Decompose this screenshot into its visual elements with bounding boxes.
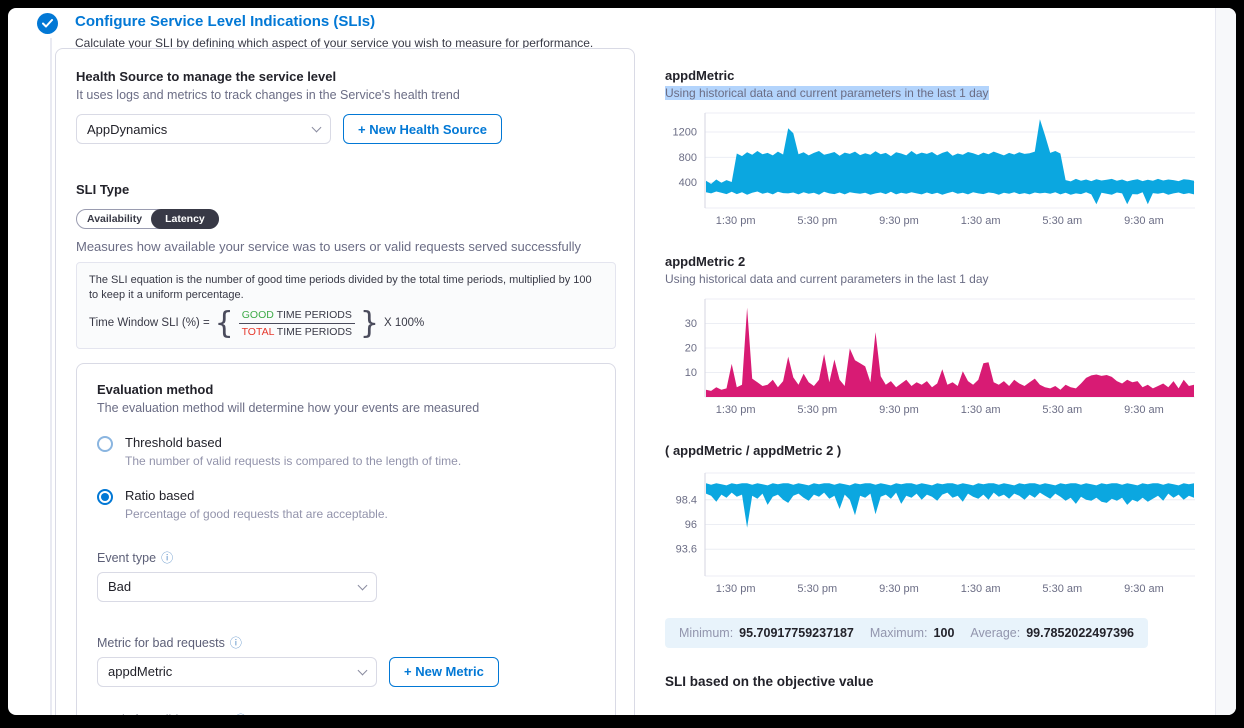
svg-text:5:30 pm: 5:30 pm: [797, 215, 837, 227]
slo-config-page: Configure Service Level Indications (SLI…: [8, 8, 1236, 715]
svg-text:93.6: 93.6: [676, 544, 697, 556]
chevron-down-icon: [357, 580, 368, 591]
health-source-description: It uses logs and metrics to track change…: [76, 88, 460, 102]
evaluation-method-card: Evaluation method The evaluation method …: [76, 362, 616, 715]
svg-text:9:30 am: 9:30 am: [1124, 404, 1164, 416]
svg-text:1:30 pm: 1:30 pm: [716, 215, 756, 227]
sli-equation-text: The SLI equation is the number of good t…: [89, 274, 592, 301]
sli-stats-bar: Minimum: 95.70917759237187 Maximum: 100 …: [665, 618, 1148, 648]
stat-minimum: Minimum: 95.70917759237187: [679, 626, 854, 640]
chevron-down-icon: [311, 122, 322, 133]
metric-bad-label: Metric for bad requests: [97, 635, 225, 650]
sli-type-label: SLI Type: [76, 182, 130, 197]
chart-title-appdmetric: appdMetric: [665, 68, 735, 83]
stat-maximum: Maximum: 100: [869, 626, 955, 640]
chevron-down-icon: [357, 665, 368, 676]
svg-text:9:30 pm: 9:30 pm: [879, 404, 919, 416]
sli-type-latency-tab[interactable]: Latency: [151, 209, 219, 229]
bad-metric-value: appdMetric: [108, 664, 173, 680]
svg-text:1:30 am: 1:30 am: [961, 215, 1001, 227]
left-brace: {: [214, 305, 234, 341]
event-type-value: Bad: [108, 579, 132, 595]
svg-text:1:30 pm: 1:30 pm: [716, 583, 756, 595]
chart-preview-panel: appdMetric Using historical data and cur…: [665, 68, 1200, 689]
radio-unselected-icon[interactable]: [97, 435, 113, 452]
svg-text:1200: 1200: [673, 127, 697, 139]
svg-text:800: 800: [679, 152, 697, 164]
stepper-line: [50, 38, 52, 715]
svg-text:9:30 pm: 9:30 pm: [879, 583, 919, 595]
metric-valid-label: Metric for valid requests: [97, 713, 230, 715]
appdmetric-chart: 400 800 1200 1:30 pm 5:30 pm 9:30 pm 1:30 am 5:…: [673, 112, 1195, 227]
evaluation-method-description: The evaluation method will determine how…: [97, 400, 480, 415]
svg-text:5:30 am: 5:30 am: [1042, 583, 1082, 595]
sli-config-card: Health Source to manage the service leve…: [55, 48, 635, 715]
chart-title-ratio: ( appdMetric / appdMetric 2 ): [665, 443, 842, 458]
info-icon[interactable]: ⓘ: [161, 550, 174, 565]
appdmetric2-chart: 10 20 30 1:30 pm 5:30 pm 9:30 pm 1:30 am 5:30 a…: [685, 298, 1195, 416]
sli-equation-formula: Time Window SLI (%) = { GOOD TIME PERIOD…: [89, 305, 603, 341]
info-icon[interactable]: ⓘ: [235, 714, 247, 715]
bad-metric-select[interactable]: appdMetric: [97, 656, 377, 687]
sli-objective-title: SLI based on the objective value: [665, 674, 874, 689]
good-term: GOOD: [241, 308, 274, 321]
health-source-select[interactable]: AppDynamics: [76, 114, 331, 144]
svg-text:5:30 am: 5:30 am: [1042, 215, 1082, 227]
svg-text:1:30 am: 1:30 am: [961, 404, 1001, 416]
svg-text:10: 10: [685, 367, 697, 379]
event-type-label: Event type: [97, 550, 157, 565]
sli-type-description: Measures how available your service was …: [76, 239, 582, 254]
svg-text:96: 96: [685, 519, 697, 531]
svg-text:30: 30: [685, 318, 697, 330]
new-health-source-button[interactable]: + New Health Source: [343, 114, 502, 144]
sli-equation-note: The SLI equation is the number of good t…: [76, 262, 616, 349]
svg-text:20: 20: [685, 343, 697, 355]
svg-text:9:30 pm: 9:30 pm: [879, 215, 919, 227]
svg-text:1:30 pm: 1:30 pm: [716, 404, 756, 416]
sli-type-availability-tab[interactable]: Availability: [87, 213, 143, 225]
svg-text:1:30 am: 1:30 am: [961, 583, 1001, 595]
equation-fraction: GOOD TIME PERIODS TOTAL TIME PERIODS: [238, 308, 355, 338]
sli-type-toggle: Availability Latency: [76, 209, 219, 229]
health-source-label: Health Source to manage the service leve…: [76, 69, 337, 84]
chart-subtitle: Using historical data and current parame…: [665, 86, 989, 100]
event-type-select[interactable]: Bad: [97, 571, 377, 602]
page-subtitle: Calculate your SLI by defining which asp…: [75, 36, 594, 50]
ratio-chart: 93.6 96 98.4 1:30 pm 5:30 pm 9:30 pm 1:30 am 5:…: [676, 472, 1195, 595]
svg-text:9:30 am: 9:30 am: [1124, 583, 1164, 595]
step-complete-check-icon: [37, 13, 58, 34]
svg-text:5:30 am: 5:30 am: [1042, 404, 1082, 416]
svg-text:5:30 pm: 5:30 pm: [797, 404, 837, 416]
svg-text:9:30 am: 9:30 am: [1124, 215, 1164, 227]
radio-selected-icon[interactable]: [97, 488, 113, 505]
svg-text:5:30 pm: 5:30 pm: [797, 583, 837, 595]
evaluation-method-title: Evaluation method: [97, 381, 214, 397]
info-icon[interactable]: ⓘ: [229, 635, 242, 650]
equation-suffix: X 100%: [383, 317, 425, 330]
threshold-based-radio[interactable]: Threshold based The number of valid requ…: [97, 435, 595, 468]
ratio-based-radio[interactable]: Ratio based Percentage of good requests …: [97, 488, 595, 521]
right-brace: }: [359, 305, 379, 341]
chart-subtitle: Using historical data and current parame…: [665, 272, 989, 286]
equation-prefix: Time Window SLI (%) =: [89, 317, 210, 330]
health-source-value: AppDynamics: [87, 121, 168, 137]
svg-text:400: 400: [679, 177, 697, 189]
svg-text:98.4: 98.4: [676, 494, 697, 506]
total-term: TOTAL: [241, 325, 275, 338]
side-panel-edge: [1215, 8, 1236, 715]
page-title: Configure Service Level Indications (SLI…: [75, 13, 376, 30]
chart-title-appdmetric2: appdMetric 2: [665, 254, 746, 269]
new-metric-bad-button[interactable]: + New Metric: [389, 656, 499, 687]
stat-average: Average: 99.7852022497396: [970, 626, 1134, 640]
